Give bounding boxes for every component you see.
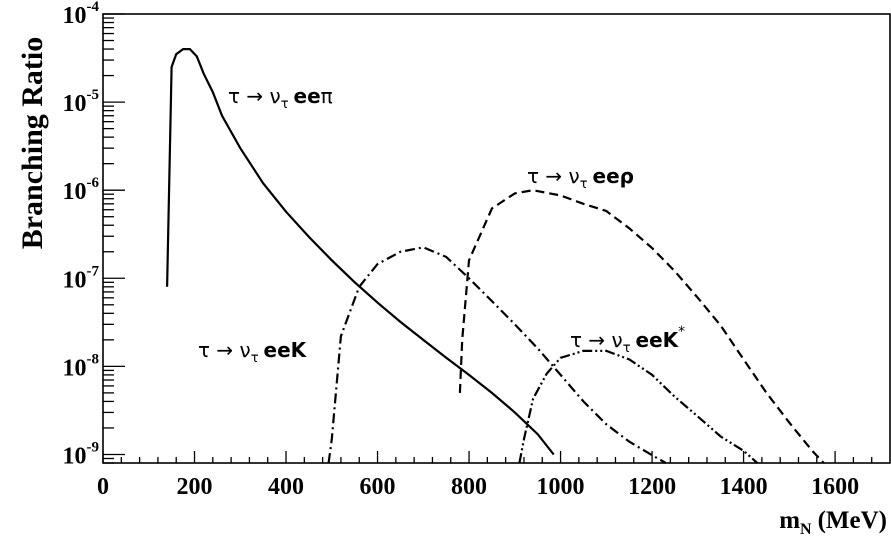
curve-labels: τ → ντ eeπ τ → ντ eeK τ → ντ eeρ τ → ντ eeK* xyxy=(198,84,685,366)
x-axis-title: mN (MeV) xyxy=(779,507,887,538)
series-lines xyxy=(166,48,825,464)
curve-label-ee-k: τ → ντ eeK xyxy=(198,338,308,366)
x-tick-label: 600 xyxy=(360,474,396,500)
plot-frame xyxy=(102,13,891,464)
x-tick-label: 0 xyxy=(97,474,109,500)
x-tick-label: 1000 xyxy=(537,474,585,500)
y-tick-label: 10-7 xyxy=(63,263,100,293)
y-axis-title: Branching Ratio xyxy=(16,37,49,250)
series-line-ee-pi xyxy=(166,48,555,456)
curve-label-ee-kstar: τ → ντ eeK* xyxy=(570,324,685,356)
series-line-ee-rho xyxy=(458,189,825,464)
series-line-ee-k xyxy=(327,246,667,464)
y-tick-label: 10-6 xyxy=(63,175,100,205)
x-tick-label: 400 xyxy=(268,474,304,500)
y-tick-label: 10-5 xyxy=(63,87,100,117)
curve-label-ee-pi: τ → ντ eeπ xyxy=(228,84,333,112)
axes: 0 200 400 600 800 1000 1200 1400 1600 10-9 10-8 10-… xyxy=(63,0,891,500)
x-axis-title-subscript: N xyxy=(800,521,812,538)
series-line-ee-kstar xyxy=(518,349,759,464)
y-tick-label: 10-4 xyxy=(63,0,100,29)
x-tick-label: 200 xyxy=(177,474,213,500)
x-tick-label: 1400 xyxy=(720,474,768,500)
x-axis-title-unit: (MeV) xyxy=(818,507,887,534)
y-tick-label: 10-8 xyxy=(63,351,100,381)
y-tick-label: 10-9 xyxy=(63,439,100,469)
x-tick-label: 800 xyxy=(451,474,487,500)
curve-label-ee-rho: τ → ντ eeρ xyxy=(527,164,634,192)
axis-titles: Branching Ratio mN (MeV) xyxy=(16,37,887,538)
x-tick-label: 1200 xyxy=(628,474,676,500)
x-axis-title-symbol: m xyxy=(779,507,800,534)
x-tick-label: 1600 xyxy=(811,474,859,500)
